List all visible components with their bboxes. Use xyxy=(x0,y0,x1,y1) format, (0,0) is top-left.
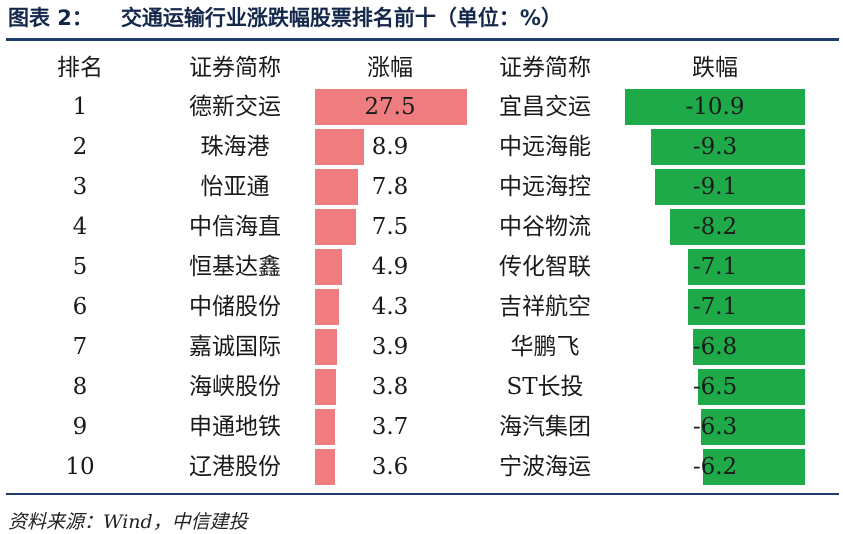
top-rule xyxy=(6,38,839,41)
loss-bar xyxy=(700,409,805,445)
loss-value: -9.1 xyxy=(692,174,738,200)
loss-value: -9.3 xyxy=(692,134,738,160)
loss-bar xyxy=(651,129,805,165)
gain-bar xyxy=(315,329,337,365)
loss-bar xyxy=(687,249,805,285)
figure-label: 图表 2： xyxy=(8,6,93,30)
loss-bar xyxy=(692,329,805,365)
gain-bar xyxy=(315,409,336,445)
gain-name-cell: 嘉诚国际 xyxy=(189,334,281,360)
loss-value: -6.3 xyxy=(692,414,738,440)
gain-name-cell: 德新交运 xyxy=(189,94,281,120)
gain-name-cell: 中信海直 xyxy=(189,214,281,240)
gain-bar xyxy=(315,169,359,205)
loss-value: -10.9 xyxy=(685,94,745,120)
loss-value: -6.5 xyxy=(692,374,738,400)
loss-name-cell: ST长投 xyxy=(506,374,584,400)
gain-bar xyxy=(315,89,467,125)
rank-cell: 6 xyxy=(72,294,88,320)
rank-cell: 3 xyxy=(72,174,88,200)
loss-value: -6.2 xyxy=(692,454,738,480)
loss-name-cell: 传化智联 xyxy=(499,254,591,280)
rank-cell: 4 xyxy=(72,214,88,240)
loss-value: -7.1 xyxy=(692,294,738,320)
gain-value: 7.8 xyxy=(371,174,409,200)
rank-cell: 2 xyxy=(72,134,88,160)
gain-bar xyxy=(315,209,357,245)
rank-cell: 5 xyxy=(72,254,88,280)
gain-name-cell: 申通地铁 xyxy=(189,414,281,440)
loss-bar xyxy=(687,289,805,325)
gain-value: 7.5 xyxy=(371,214,409,240)
gain-value: 4.9 xyxy=(371,254,409,280)
header-rank: 排名 xyxy=(57,55,103,81)
loss-bar xyxy=(654,169,805,205)
rank-cell: 8 xyxy=(72,374,88,400)
header-loss-name: 证券简称 xyxy=(499,55,591,81)
loss-bar xyxy=(669,209,805,245)
gain-value: 4.3 xyxy=(371,294,409,320)
title-text: 交通运输行业涨跌幅股票排名前十（单位：%） xyxy=(120,6,562,30)
gain-value: 3.7 xyxy=(371,414,409,440)
loss-value: -8.2 xyxy=(692,214,738,240)
gain-bar xyxy=(315,249,343,285)
loss-name-cell: 中远海能 xyxy=(499,134,591,160)
loss-bar xyxy=(702,449,805,485)
loss-name-cell: 吉祥航空 xyxy=(499,294,591,320)
loss-name-cell: 中谷物流 xyxy=(499,214,591,240)
gain-value: 3.6 xyxy=(371,454,409,480)
gain-value: 3.9 xyxy=(371,334,409,360)
loss-name-cell: 宁波海运 xyxy=(499,454,591,480)
bottom-rule xyxy=(6,493,839,495)
header-gain: 涨幅 xyxy=(367,55,413,81)
header-loss: 跌幅 xyxy=(692,55,738,81)
gain-bar xyxy=(315,289,339,325)
rank-cell: 10 xyxy=(65,454,95,480)
source-note: 资料来源：Wind，中信建投 xyxy=(8,511,248,533)
loss-name-cell: 海汽集团 xyxy=(499,414,591,440)
gain-value: 8.9 xyxy=(371,134,409,160)
rank-cell: 9 xyxy=(72,414,88,440)
gain-name-cell: 海峡股份 xyxy=(189,374,281,400)
gain-name-cell: 珠海港 xyxy=(200,134,270,160)
gain-bar xyxy=(315,129,365,165)
loss-value: -7.1 xyxy=(692,254,738,280)
loss-bar xyxy=(625,89,805,125)
gain-value: 27.5 xyxy=(364,94,416,120)
gain-name-cell: 辽港股份 xyxy=(189,454,281,480)
gain-value: 3.8 xyxy=(371,374,409,400)
header-gain-name: 证券简称 xyxy=(189,55,281,81)
rank-cell: 7 xyxy=(72,334,88,360)
gain-bar xyxy=(315,449,335,485)
gain-name-cell: 怡亚通 xyxy=(200,174,270,200)
loss-name-cell: 宜昌交运 xyxy=(499,94,591,120)
gain-bar xyxy=(315,369,336,405)
loss-name-cell: 华鹏飞 xyxy=(510,334,580,360)
gain-name-cell: 恒基达鑫 xyxy=(189,254,281,280)
loss-bar xyxy=(697,369,805,405)
rank-cell: 1 xyxy=(72,94,88,120)
loss-name-cell: 中远海控 xyxy=(499,174,591,200)
gain-name-cell: 中储股份 xyxy=(189,294,281,320)
chart-title: 图表 2： 交通运输行业涨跌幅股票排名前十（单位：%） xyxy=(8,3,562,33)
loss-value: -6.8 xyxy=(692,334,738,360)
